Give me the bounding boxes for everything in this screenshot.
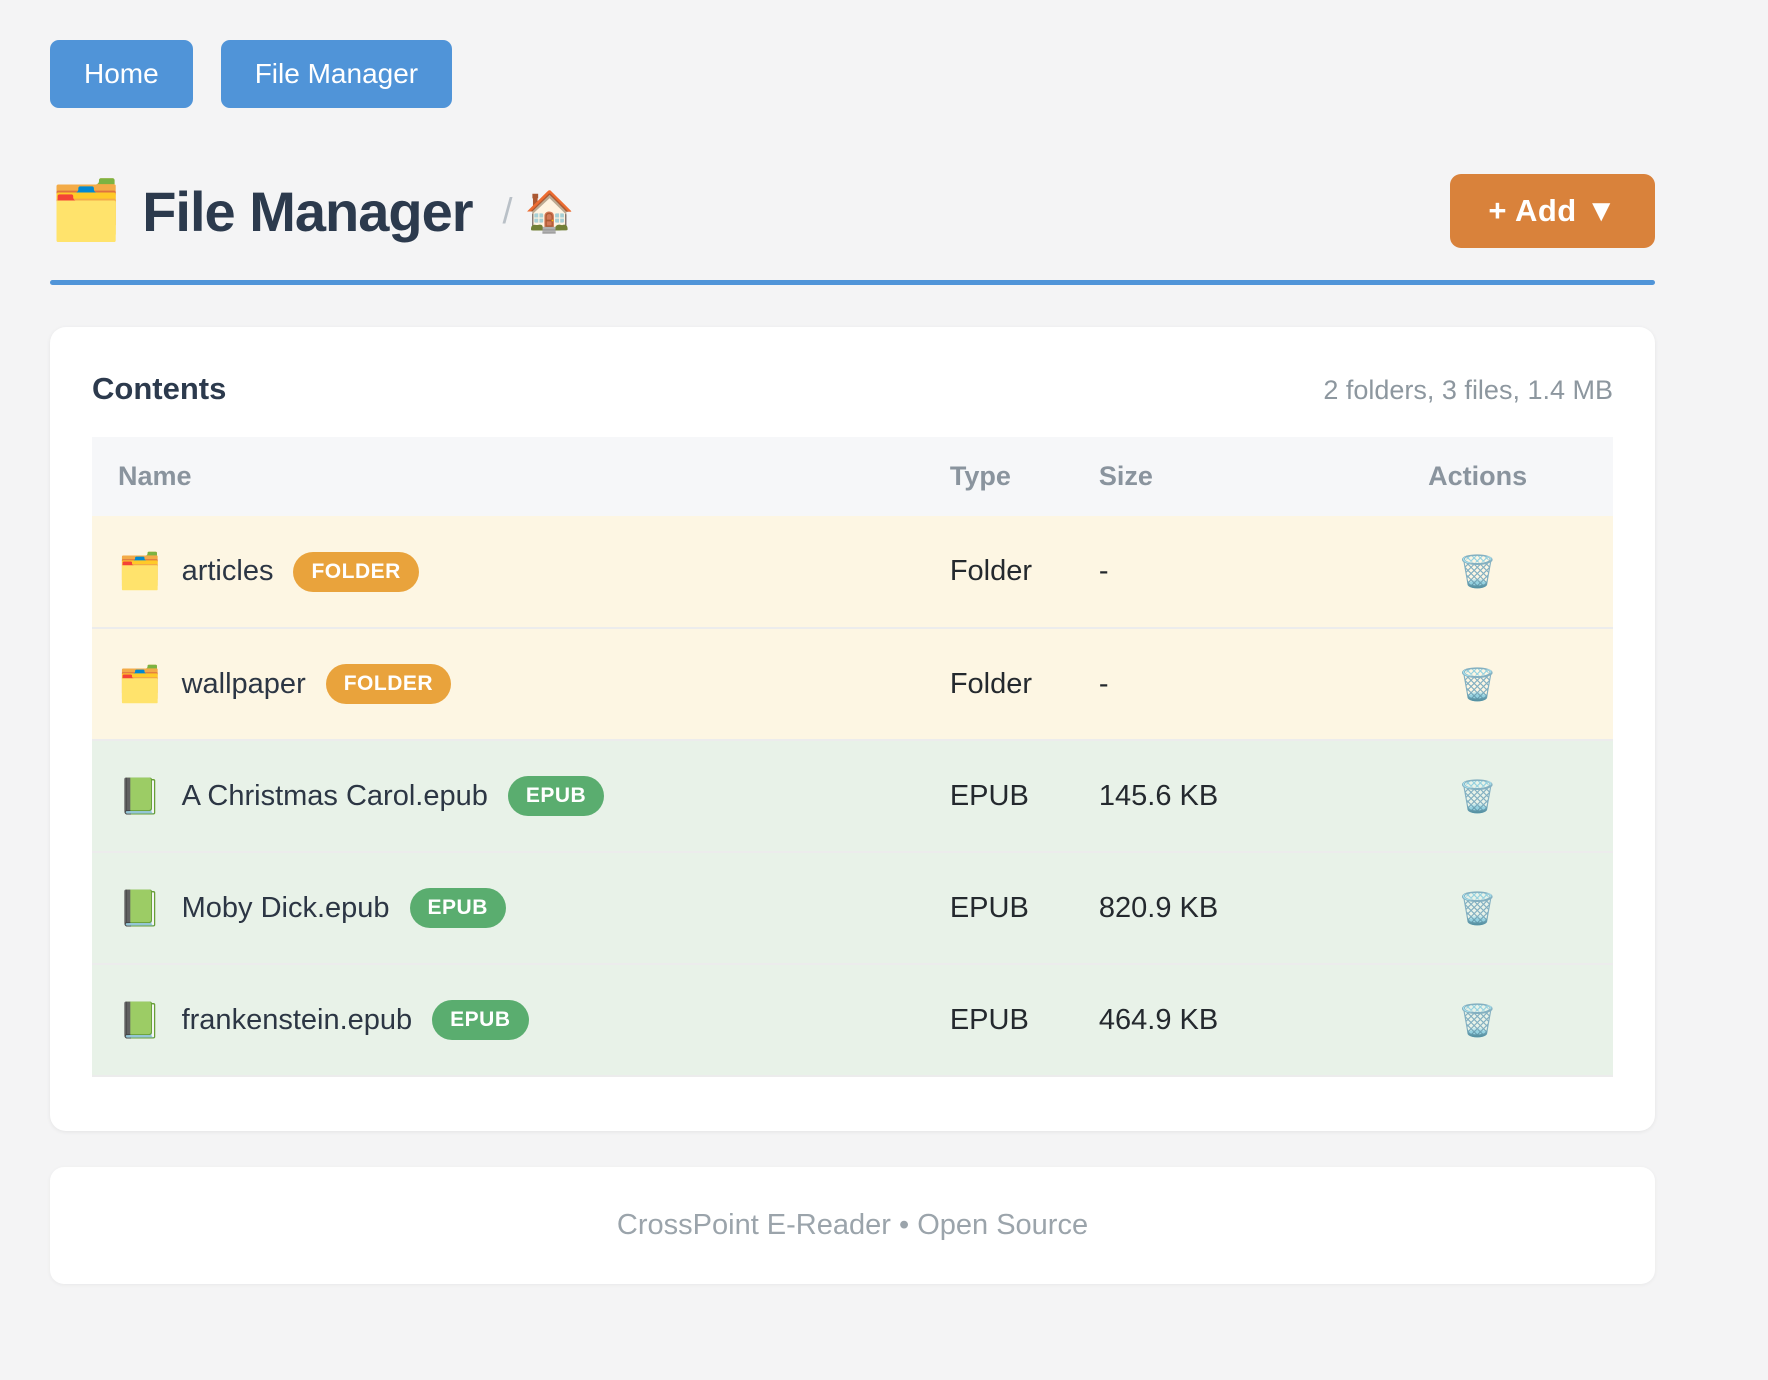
table-row[interactable]: 🗂️ wallpaper FOLDER Folder - 🗑️ <box>92 628 1613 740</box>
title-group: 🗂️ File Manager / 🏠 <box>50 177 574 245</box>
column-header-size: Size <box>1098 437 1343 516</box>
file-type-icon: 🗂️ <box>118 552 162 591</box>
file-size: 464.9 KB <box>1098 1003 1219 1036</box>
file-type: EPUB <box>949 891 1029 924</box>
file-type-icon: 📗 <box>118 1000 162 1040</box>
footer-text: CrossPoint E-Reader • Open Source <box>616 1209 1089 1241</box>
trash-icon[interactable]: 🗑️ <box>1458 1002 1497 1038</box>
title-divider <box>50 280 1655 285</box>
file-badge: FOLDER <box>325 664 452 704</box>
table-row[interactable]: 📗 Moby Dick.epub EPUB EPUB 820.9 KB 🗑️ <box>92 852 1613 964</box>
file-name[interactable]: A Christmas Carol.epub <box>181 779 488 812</box>
file-size: 145.6 KB <box>1098 779 1219 812</box>
table-row[interactable]: 🗂️ articles FOLDER Folder - 🗑️ <box>92 516 1613 628</box>
contents-title: Contents <box>92 371 227 406</box>
table-row[interactable]: 📗 frankenstein.epub EPUB EPUB 464.9 KB 🗑… <box>92 964 1613 1076</box>
folder-icon: 🗂️ <box>50 178 123 243</box>
file-name[interactable]: articles <box>181 555 274 587</box>
column-header-name: Name <box>92 437 950 516</box>
table-row[interactable]: 📗 A Christmas Carol.epub EPUB EPUB 145.6… <box>92 740 1613 852</box>
file-name[interactable]: Moby Dick.epub <box>181 891 390 924</box>
file-table-body: 🗂️ articles FOLDER Folder - 🗑️ 🗂️ wallpa… <box>92 516 1613 1076</box>
page-title: File Manager <box>142 179 473 243</box>
add-button[interactable]: + Add ▼ <box>1450 174 1655 248</box>
contents-card: Contents 2 folders, 3 files, 1.4 MB Name… <box>50 327 1655 1131</box>
breadcrumb: / 🏠 <box>503 188 575 235</box>
file-type: Folder <box>949 555 1033 587</box>
trash-icon[interactable]: 🗑️ <box>1458 666 1497 702</box>
file-size: - <box>1098 667 1109 700</box>
top-nav: Home File Manager <box>50 0 1655 108</box>
nav-file-manager-button[interactable]: File Manager <box>220 40 453 108</box>
file-type-icon: 🗂️ <box>118 664 162 704</box>
file-badge: EPUB <box>409 888 506 928</box>
footer: CrossPoint E-Reader • Open Source <box>50 1167 1655 1284</box>
file-badge: EPUB <box>507 776 605 816</box>
nav-home-button[interactable]: Home <box>50 40 193 108</box>
trash-icon[interactable]: 🗑️ <box>1458 778 1497 814</box>
column-header-type: Type <box>949 437 1099 516</box>
file-type: EPUB <box>949 1003 1029 1036</box>
home-icon[interactable]: 🏠 <box>524 189 575 234</box>
file-type-icon: 📗 <box>118 776 162 816</box>
column-header-actions: Actions <box>1342 437 1613 516</box>
page: Home File Manager 🗂️ File Manager / 🏠 + … <box>50 0 1655 1284</box>
file-name[interactable]: wallpaper <box>181 667 306 700</box>
contents-summary: 2 folders, 3 files, 1.4 MB <box>1323 375 1613 405</box>
breadcrumb-separator: / <box>502 190 513 231</box>
file-table: Name Type Size Actions 🗂️ articles FOLDE… <box>92 437 1613 1077</box>
file-type-icon: 📗 <box>118 888 162 928</box>
file-size: 820.9 KB <box>1098 891 1219 924</box>
trash-icon[interactable]: 🗑️ <box>1458 554 1497 589</box>
file-type: Folder <box>949 667 1033 700</box>
file-size: - <box>1098 555 1109 587</box>
file-name[interactable]: frankenstein.epub <box>181 1003 413 1036</box>
file-badge: EPUB <box>432 1000 529 1040</box>
contents-card-header: Contents 2 folders, 3 files, 1.4 MB <box>92 371 1613 407</box>
page-header: 🗂️ File Manager / 🏠 + Add ▼ <box>50 174 1655 248</box>
file-badge: FOLDER <box>293 551 419 592</box>
file-type: EPUB <box>949 779 1029 812</box>
file-table-head: Name Type Size Actions <box>92 437 1613 516</box>
trash-icon[interactable]: 🗑️ <box>1458 890 1497 926</box>
